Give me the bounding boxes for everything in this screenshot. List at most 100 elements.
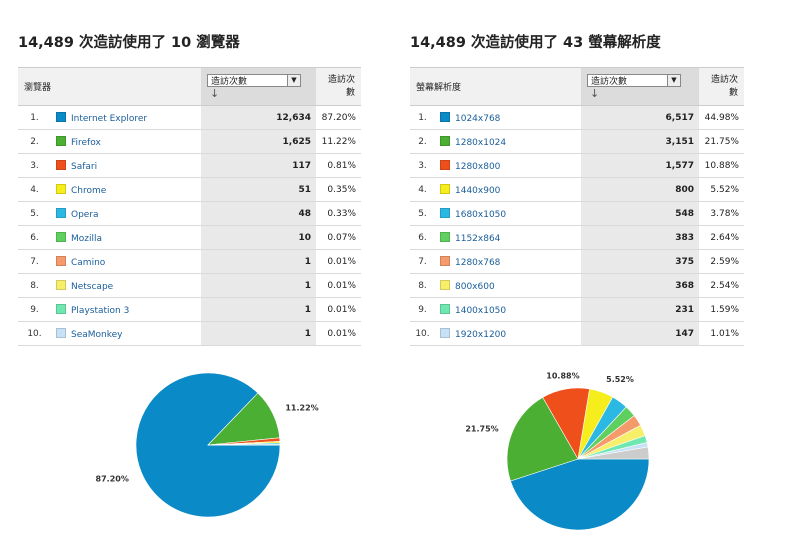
row-link[interactable]: Mozilla — [71, 233, 103, 244]
percent-value: 11.22% — [316, 129, 361, 154]
percent-value: 0.01% — [316, 321, 361, 346]
table-row: 7. Camino 1 0.01% — [18, 249, 361, 274]
sort-descending-icon[interactable]: ↓ — [590, 86, 600, 100]
row-link[interactable]: 1280x800 — [455, 161, 501, 172]
metric-select[interactable]: 造訪次數 ▼ — [587, 73, 681, 87]
legend-swatch — [56, 231, 66, 242]
row-link[interactable]: 1400x1050 — [455, 305, 507, 316]
metric-column-header: 造訪次數 ▼ ↓ — [201, 67, 316, 106]
row-index: 8. — [410, 273, 435, 298]
legend-swatch — [56, 255, 66, 266]
table-row: 2. Firefox 1,625 11.22% — [18, 129, 361, 154]
sort-descending-icon[interactable]: ↓ — [210, 86, 220, 100]
row-index: 10. — [410, 321, 435, 346]
pie-data-label: 5.52% — [606, 375, 634, 384]
report-table: 螢幕解析度 造訪次數 ▼ ↓ 造訪次數 1. 1024x768 6,517 44.98% 2… — [410, 67, 744, 346]
legend-swatch — [56, 135, 66, 146]
chevron-down-icon: ▼ — [667, 74, 680, 86]
visits-value: 383 — [581, 225, 699, 250]
visits-value: 1 — [201, 273, 316, 298]
row-link[interactable]: 1280x1024 — [455, 137, 507, 148]
visits-value: 548 — [581, 201, 699, 226]
panel-title: 14,489 次造訪使用了 43 螢幕解析度 — [410, 35, 661, 51]
percent-value: 0.01% — [316, 297, 361, 322]
row-label-cell: Opera — [51, 201, 201, 226]
visits-value: 1 — [201, 249, 316, 274]
percent-value: 5.52% — [699, 177, 744, 202]
legend-swatch — [440, 303, 450, 314]
table-row: 6. 1152x864 383 2.64% — [410, 225, 744, 250]
visits-value: 1,577 — [581, 153, 699, 178]
row-label-cell: 1152x864 — [435, 225, 581, 250]
row-link[interactable]: Netscape — [71, 281, 114, 292]
visits-value: 6,517 — [581, 105, 699, 130]
row-link[interactable]: 1680x1050 — [455, 209, 507, 220]
row-index: 7. — [410, 249, 435, 274]
row-link[interactable]: Firefox — [71, 137, 101, 148]
percent-value: 0.01% — [316, 273, 361, 298]
visits-column-header: 造訪次數 — [316, 67, 361, 106]
row-label-cell: 1920x1200 — [435, 321, 581, 346]
row-link[interactable]: 1152x864 — [455, 233, 501, 244]
row-link[interactable]: Opera — [71, 209, 99, 220]
legend-swatch — [56, 207, 66, 218]
row-link[interactable]: 1920x1200 — [455, 329, 507, 340]
row-link[interactable]: Internet Explorer — [71, 113, 148, 124]
table-row: 3. 1280x800 1,577 10.88% — [410, 153, 744, 178]
row-label-cell: Chrome — [51, 177, 201, 202]
table-row: 5. Opera 48 0.33% — [18, 201, 361, 226]
table-row: 1. Internet Explorer 12,634 87.20% — [18, 105, 361, 130]
row-link[interactable]: 1024x768 — [455, 113, 501, 124]
row-label-cell: Playstation 3 — [51, 297, 201, 322]
table-row: 8. 800x600 368 2.54% — [410, 273, 744, 298]
row-link[interactable]: Chrome — [71, 185, 107, 196]
visits-value: 800 — [581, 177, 699, 202]
row-link[interactable]: Playstation 3 — [71, 305, 130, 316]
legend-swatch — [56, 159, 66, 170]
table-row: 3. Safari 117 0.81% — [18, 153, 361, 178]
visits-value: 12,634 — [201, 105, 316, 130]
table-row: 10. SeaMonkey 1 0.01% — [18, 321, 361, 346]
row-link[interactable]: SeaMonkey — [71, 329, 123, 340]
row-index: 3. — [18, 153, 51, 178]
row-link[interactable]: 1440x900 — [455, 185, 501, 196]
row-label-cell: 1280x1024 — [435, 129, 581, 154]
pie-slice — [506, 396, 579, 482]
row-index: 5. — [410, 201, 435, 226]
row-label-cell: Firefox — [51, 129, 201, 154]
table-row: 2. 1280x1024 3,151 21.75% — [410, 129, 744, 154]
visits-value: 375 — [581, 249, 699, 274]
row-index: 4. — [18, 177, 51, 202]
pie-data-label: 44.98% — [575, 539, 608, 540]
percent-value: 3.78% — [699, 201, 744, 226]
percent-value: 0.07% — [316, 225, 361, 250]
row-link[interactable]: Safari — [71, 161, 98, 172]
row-label-cell: 1680x1050 — [435, 201, 581, 226]
row-index: 1. — [410, 105, 435, 130]
visits-value: 3,151 — [581, 129, 699, 154]
percent-value: 0.01% — [316, 249, 361, 274]
row-label-cell: Mozilla — [51, 225, 201, 250]
row-label-cell: 1280x800 — [435, 153, 581, 178]
legend-swatch — [440, 111, 450, 122]
row-index: 10. — [18, 321, 51, 346]
row-label-cell: Safari — [51, 153, 201, 178]
row-index: 2. — [410, 129, 435, 154]
visits-value: 1,625 — [201, 129, 316, 154]
table-row: 4. 1440x900 800 5.52% — [410, 177, 744, 202]
row-link[interactable]: Camino — [71, 257, 106, 268]
table-row: 4. Chrome 51 0.35% — [18, 177, 361, 202]
table-row: 1. 1024x768 6,517 44.98% — [410, 105, 744, 130]
legend-swatch — [56, 303, 66, 314]
row-link[interactable]: 800x600 — [455, 281, 495, 292]
row-label-cell: 1440x900 — [435, 177, 581, 202]
metric-select[interactable]: 造訪次數 ▼ — [207, 73, 301, 87]
pie-data-label: 11.22% — [285, 403, 318, 412]
legend-swatch — [56, 183, 66, 194]
row-index: 9. — [18, 297, 51, 322]
percent-value: 0.35% — [316, 177, 361, 202]
legend-swatch — [440, 327, 450, 338]
visits-value: 368 — [581, 273, 699, 298]
row-index: 6. — [18, 225, 51, 250]
row-link[interactable]: 1280x768 — [455, 257, 501, 268]
